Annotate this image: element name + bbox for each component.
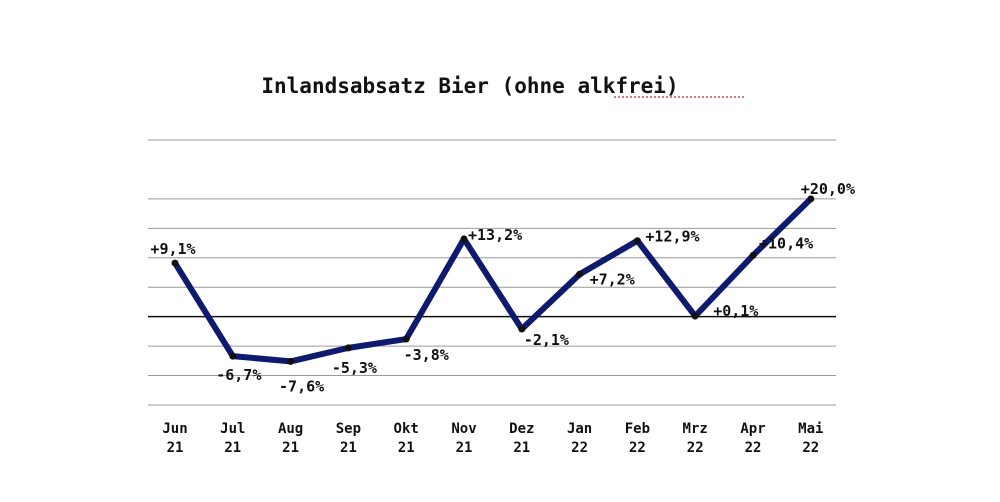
- data-label: +10,4%: [759, 234, 813, 252]
- x-tick-label: Jul 21: [220, 421, 245, 456]
- data-point: [518, 325, 526, 333]
- data-label: +9,1%: [150, 240, 195, 258]
- chart-title: Inlandsabsatz Bier (ohne alkfrei): [261, 74, 678, 98]
- data-label: -2,1%: [524, 331, 569, 349]
- data-point: [344, 344, 352, 352]
- data-label: +12,9%: [645, 228, 699, 246]
- data-point: [229, 352, 237, 360]
- data-label: +13,2%: [468, 226, 522, 244]
- data-label: -3,8%: [404, 346, 449, 364]
- x-tick-label: Aug 21: [278, 421, 303, 456]
- x-axis-ticks: Jun 21 Jul 21 Aug 21 Sep 21 Okt 21 Nov 21 Dez 21 Jan 22…: [162, 421, 823, 456]
- x-tick-label: Okt 21: [394, 421, 419, 456]
- x-tick-label: Mai 22: [798, 421, 823, 456]
- x-tick-label: Mrz 22: [683, 421, 708, 456]
- x-tick-label: Dez 21: [509, 421, 534, 456]
- x-tick-label: Jan 22: [567, 421, 592, 456]
- data-point: [691, 312, 699, 320]
- data-point: [402, 335, 410, 343]
- gridlines: [148, 139, 836, 406]
- x-tick-label: Feb 22: [625, 421, 650, 456]
- data-point: [749, 251, 757, 259]
- data-point: [633, 237, 641, 245]
- series-line: [172, 195, 814, 365]
- x-tick-label: Jun 21: [162, 421, 187, 456]
- data-label: -5,3%: [332, 359, 377, 377]
- data-label: +7,2%: [590, 270, 635, 288]
- data-label: -7,6%: [279, 377, 324, 395]
- data-point: [576, 270, 584, 278]
- x-tick-label: Sep 21: [336, 421, 361, 456]
- series-layer: [171, 195, 815, 365]
- data-labels: +9,1% -6,7% -7,6% -5,3% -3,8% +13,2% -2,1% +7,2…: [150, 180, 855, 396]
- data-point: [807, 195, 815, 203]
- data-point: [287, 357, 295, 365]
- data-point: [460, 235, 468, 243]
- data-point: [171, 259, 179, 267]
- x-tick-label: Apr 22: [740, 421, 765, 456]
- x-tick-label: Nov 21: [451, 421, 476, 456]
- data-label: -6,7%: [216, 366, 261, 384]
- data-label: +0,1%: [713, 302, 758, 320]
- data-label: +20,0%: [801, 180, 855, 198]
